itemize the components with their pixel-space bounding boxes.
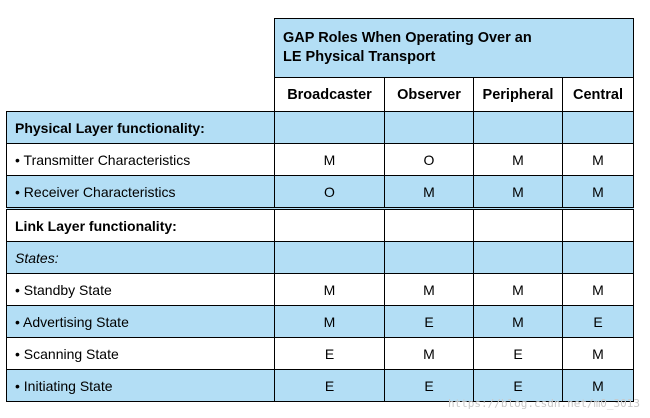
table-row: Physical Layer functionality: [6,111,634,144]
header-spacer [6,77,275,112]
table-title: GAP Roles When Operating Over an LE Phys… [274,18,634,78]
row-label: Link Layer functionality: [6,207,275,242]
watermark: https://blog.csdn.net/m0_3013 [447,397,640,410]
row-value [473,111,563,144]
table-row: Link Layer functionality: [6,207,634,242]
row-value: M [473,273,563,306]
row-label: • Transmitter Characteristics [6,143,275,176]
row-value: M [274,273,385,306]
row-label: • Initiating State [6,369,275,402]
row-value: M [274,143,385,176]
row-value [473,207,563,242]
row-value [384,241,474,274]
table-row: • Transmitter Characteristics M O M M [6,143,634,176]
row-value: M [562,337,634,370]
row-label: • Advertising State [6,305,275,338]
table-row: States: [6,241,634,274]
row-value: E [473,369,563,402]
row-label: • Receiver Characteristics [6,175,275,209]
table-row: • Receiver Characteristics O M M M [6,175,634,209]
row-value: M [384,273,474,306]
table-row: • Standby State M M M M [6,273,634,306]
row-value: M [384,337,474,370]
row-label: • Standby State [6,273,275,306]
row-value: E [274,369,385,402]
role-header-broadcaster: Broadcaster [274,77,385,112]
row-value [562,111,634,144]
row-value [274,241,385,274]
row-value [473,241,563,274]
row-value: O [384,143,474,176]
table-title-row: GAP Roles When Operating Over an LE Phys… [6,18,634,78]
row-value: E [274,337,385,370]
table-row: • Scanning State E M E M [6,337,634,370]
role-header-row: Broadcaster Observer Peripheral Central [6,77,634,112]
row-value: M [562,175,634,209]
row-value: E [562,305,634,338]
row-value: M [473,305,563,338]
row-value: E [384,305,474,338]
row-value: M [384,175,474,209]
role-header-central: Central [562,77,634,112]
row-value [562,207,634,242]
row-value: M [562,143,634,176]
row-label: • Scanning State [6,337,275,370]
row-value: E [473,337,563,370]
table-title-line-1: GAP Roles When Operating Over an [283,30,532,46]
row-label: Physical Layer functionality: [6,111,275,144]
table-title-line-2: LE Physical Transport [283,49,436,65]
role-header-observer: Observer [384,77,474,112]
table-row: • Initiating State E E E M [6,369,634,402]
row-value: E [384,369,474,402]
gap-roles-table: GAP Roles When Operating Over an LE Phys… [6,18,634,402]
row-value [384,111,474,144]
header-spacer [6,18,275,78]
row-value: M [274,305,385,338]
row-label: States: [6,241,275,274]
row-value: M [473,175,563,209]
row-value [562,241,634,274]
row-value [384,207,474,242]
row-value [274,111,385,144]
row-value: O [274,175,385,209]
row-value: M [473,143,563,176]
row-value: M [562,369,634,402]
table-row: • Advertising State M E M E [6,305,634,338]
row-value [274,207,385,242]
role-header-peripheral: Peripheral [473,77,563,112]
row-value: M [562,273,634,306]
